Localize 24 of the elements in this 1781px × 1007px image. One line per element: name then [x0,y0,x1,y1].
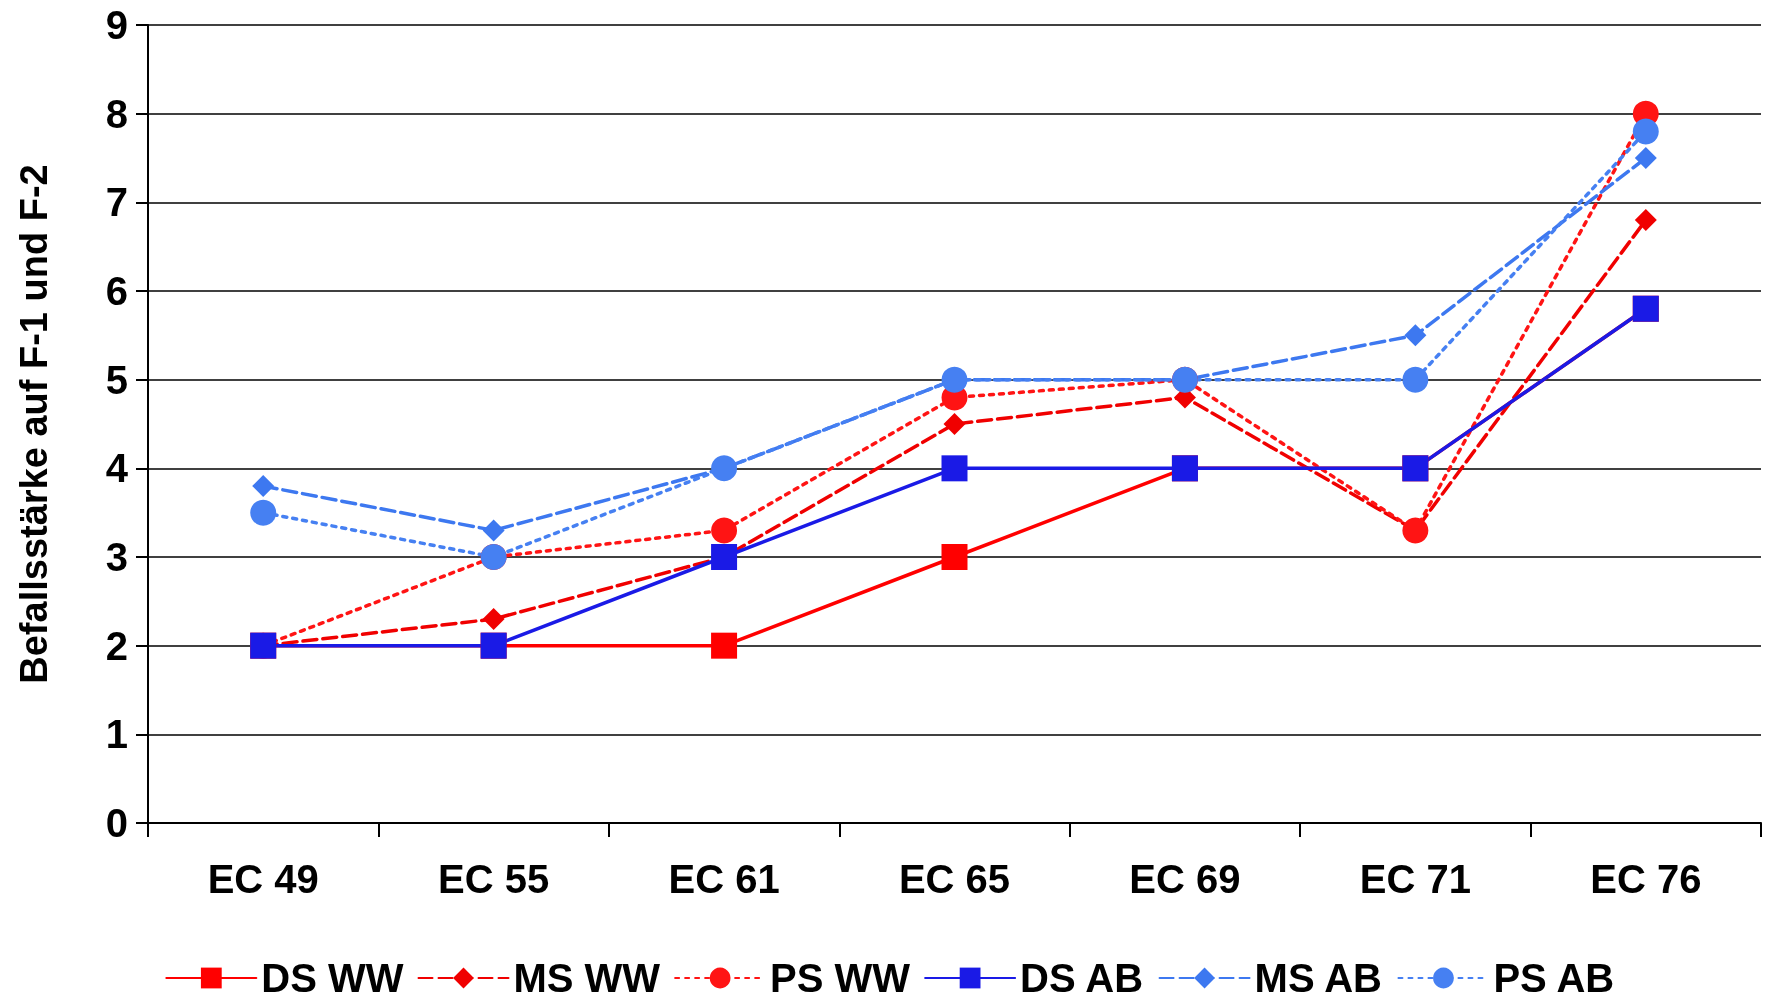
y-tick-label: 4 [105,446,129,491]
y-axis-title: Befallsstärke auf F-1 und F-2 [13,164,55,684]
x-tick-label: EC 61 [668,857,780,901]
x-tick-label: EC 65 [898,857,1011,901]
y-tick-label: 6 [105,269,128,313]
x-tick-label: EC 49 [207,857,319,901]
y-tick-label: 8 [105,91,128,136]
x-tick-label: EC 55 [438,857,550,901]
y-tick-label: 0 [105,801,128,845]
x-tick-label: EC 69 [1129,857,1241,901]
y-tick-label: 2 [105,623,128,668]
legend-label: PS WW [770,956,911,1000]
y-tick-label: 9 [105,3,128,47]
y-tick-label: 1 [105,712,128,757]
y-tick-label: 3 [105,535,128,579]
legend-label: MS WW [513,956,661,1000]
legend-label: DS AB [1020,956,1144,1000]
x-tick-label: EC 76 [1590,857,1702,901]
legend-label: MS AB [1254,956,1382,1000]
legend-label: PS AB [1493,956,1615,1000]
x-tick-label: EC 71 [1359,857,1471,901]
y-tick-label: 5 [105,357,128,402]
legend-label: DS WW [261,956,404,1000]
y-tick-label: 7 [105,180,128,225]
